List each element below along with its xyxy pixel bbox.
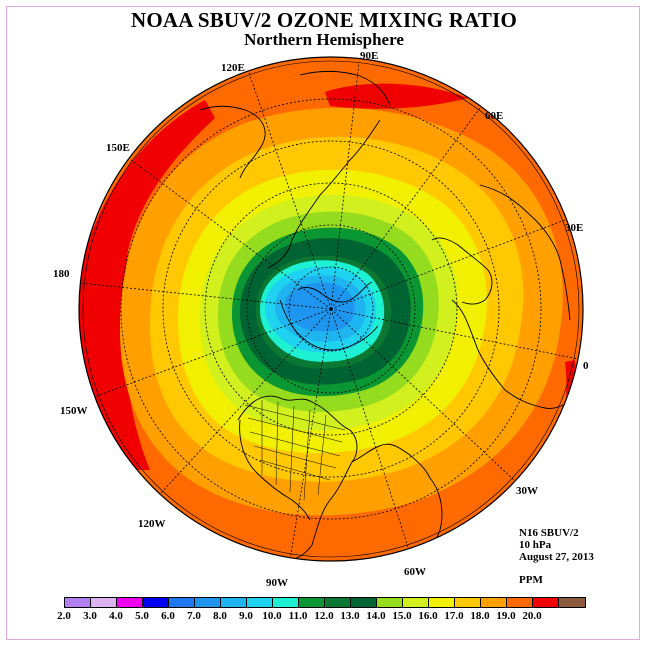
lon-label-120e: 120E xyxy=(221,62,245,74)
colorbar-tick-label: 14.0 xyxy=(366,610,386,622)
colorbar-swatch xyxy=(429,598,455,607)
instrument-label: N16 SBUV/2 xyxy=(519,527,579,539)
colorbar-tick-label: 7.0 xyxy=(187,610,201,622)
image-frame xyxy=(6,6,640,640)
colorbar-tick-label: 17.0 xyxy=(444,610,464,622)
colorbar-swatch xyxy=(455,598,481,607)
colorbar-swatch xyxy=(221,598,247,607)
lon-label-30e: 30E xyxy=(565,222,584,234)
colorbar-swatch xyxy=(247,598,273,607)
colorbar-swatch xyxy=(351,598,377,607)
ozone-band-6 xyxy=(285,282,355,332)
lon-label-90w: 90W xyxy=(266,577,288,589)
colorbar-swatch xyxy=(533,598,559,607)
colorbar-tick-label: 15.0 xyxy=(392,610,412,622)
colorbar-swatch xyxy=(325,598,351,607)
colorbar xyxy=(64,597,586,608)
colorbar-tick-label: 20.0 xyxy=(522,610,542,622)
lon-label-0: 0 xyxy=(583,360,589,372)
colorbar-tick-label: 18.0 xyxy=(470,610,490,622)
ozone-band-19-west xyxy=(79,100,215,470)
colorbar-swatch xyxy=(273,598,299,607)
colorbar-swatch xyxy=(91,598,117,607)
colorbar-tick-label: 11.0 xyxy=(288,610,308,622)
colorbar-swatch xyxy=(117,598,143,607)
colorbar-tick-label: 9.0 xyxy=(239,610,253,622)
colorbar-tick-label: 3.0 xyxy=(83,610,97,622)
colorbar-tick-label: 19.0 xyxy=(496,610,516,622)
lon-label-60w: 60W xyxy=(404,566,426,578)
coastlines xyxy=(199,70,576,561)
lon-label-150e: 150E xyxy=(106,142,130,154)
colorbar-swatch xyxy=(169,598,195,607)
colorbar-tick-label: 6.0 xyxy=(161,610,175,622)
lon-label-120w: 120W xyxy=(138,518,166,530)
hemisphere-boundary xyxy=(78,56,584,562)
colorbar-tick-label: 8.0 xyxy=(213,610,227,622)
lon-label-60e: 60E xyxy=(485,110,504,122)
units-label: PPM xyxy=(519,574,543,586)
colorbar-tick-label: 5.0 xyxy=(135,610,149,622)
colorbar-tick-label: 13.0 xyxy=(340,610,360,622)
graticule xyxy=(79,61,583,561)
map-title: NOAA SBUV/2 OZONE MIXING RATIO xyxy=(131,8,517,32)
lon-label-150w: 150W xyxy=(60,405,88,417)
colorbar-swatch xyxy=(299,598,325,607)
equator-circle xyxy=(82,60,580,558)
pressure-level-label: 10 hPa xyxy=(519,539,552,551)
lon-label-90e: 90E xyxy=(360,50,379,62)
map-subtitle: Northern Hemisphere xyxy=(244,30,404,49)
colorbar-swatch xyxy=(481,598,507,607)
ozone-band-19-north xyxy=(325,83,468,109)
lon-label-180: 180 xyxy=(53,268,70,280)
colorbar-tick-label: 16.0 xyxy=(418,610,438,622)
lon-label-30w: 30W xyxy=(516,485,538,497)
colorbar-tick-label: 2.0 xyxy=(57,610,71,622)
colorbar-tick-label: 10.0 xyxy=(262,610,282,622)
colorbar-swatch xyxy=(507,598,533,607)
colorbar-swatch xyxy=(377,598,403,607)
colorbar-swatch xyxy=(403,598,429,607)
colorbar-swatch xyxy=(559,598,585,607)
colorbar-swatch xyxy=(65,598,91,607)
colorbar-tick-label: 12.0 xyxy=(314,610,334,622)
colorbar-swatch xyxy=(195,598,221,607)
us-state-borders xyxy=(244,400,346,501)
colorbar-swatch xyxy=(143,598,169,607)
colorbar-tick-label: 4.0 xyxy=(109,610,123,622)
date-label: August 27, 2013 xyxy=(519,551,594,563)
